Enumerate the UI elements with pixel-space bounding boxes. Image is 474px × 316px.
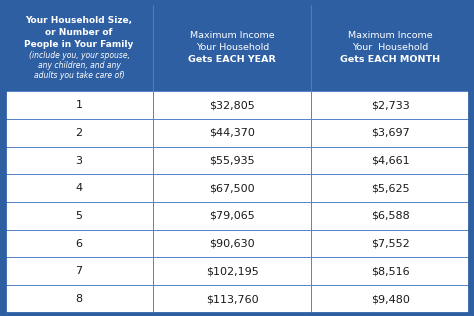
Text: $67,500: $67,500 <box>210 183 255 193</box>
Bar <box>154 174 311 202</box>
Bar <box>5 119 154 147</box>
Bar <box>311 147 469 174</box>
Text: 5: 5 <box>75 211 82 221</box>
Text: $3,697: $3,697 <box>371 128 410 138</box>
Text: or Number of: or Number of <box>46 28 113 37</box>
Bar <box>154 91 311 119</box>
Bar <box>5 230 154 258</box>
Bar <box>154 147 311 174</box>
Text: $6,588: $6,588 <box>371 211 410 221</box>
Text: 7: 7 <box>75 266 82 276</box>
Text: 6: 6 <box>75 239 82 249</box>
Text: 8: 8 <box>75 294 82 304</box>
Text: 2: 2 <box>75 128 82 138</box>
Text: 1: 1 <box>75 100 82 110</box>
Bar <box>311 285 469 313</box>
Text: $7,552: $7,552 <box>371 239 410 249</box>
Bar <box>5 174 154 202</box>
Bar <box>154 258 311 285</box>
Text: $32,805: $32,805 <box>210 100 255 110</box>
Text: Maximum Income: Maximum Income <box>190 31 274 40</box>
Text: $5,625: $5,625 <box>371 183 410 193</box>
Text: $90,630: $90,630 <box>210 239 255 249</box>
Bar <box>311 174 469 202</box>
Text: (include you, your spouse,: (include you, your spouse, <box>28 52 129 60</box>
Bar <box>5 285 154 313</box>
Text: $8,516: $8,516 <box>371 266 410 276</box>
Text: People in Your Family: People in Your Family <box>24 40 134 49</box>
Text: $55,935: $55,935 <box>210 155 255 166</box>
Bar <box>154 230 311 258</box>
Bar <box>5 202 154 230</box>
Text: 3: 3 <box>75 155 82 166</box>
Text: $44,370: $44,370 <box>210 128 255 138</box>
Text: Maximum Income: Maximum Income <box>348 31 433 40</box>
Bar <box>311 202 469 230</box>
Bar <box>5 258 154 285</box>
Text: $113,760: $113,760 <box>206 294 259 304</box>
Text: Gets EACH YEAR: Gets EACH YEAR <box>189 55 276 64</box>
Bar <box>154 202 311 230</box>
Bar <box>5 147 154 174</box>
Bar <box>311 258 469 285</box>
Bar <box>154 3 311 91</box>
Text: any children, and any: any children, and any <box>37 61 120 70</box>
Bar <box>311 119 469 147</box>
Text: Gets EACH MONTH: Gets EACH MONTH <box>340 55 440 64</box>
Bar <box>5 3 154 91</box>
Text: $79,065: $79,065 <box>210 211 255 221</box>
Bar <box>154 119 311 147</box>
Bar <box>311 230 469 258</box>
Bar <box>5 91 154 119</box>
Text: $102,195: $102,195 <box>206 266 259 276</box>
Bar <box>311 3 469 91</box>
Text: 4: 4 <box>75 183 82 193</box>
Bar <box>154 285 311 313</box>
Text: $2,733: $2,733 <box>371 100 410 110</box>
Text: $9,480: $9,480 <box>371 294 410 304</box>
Text: $4,661: $4,661 <box>371 155 410 166</box>
Text: Your Household Size,: Your Household Size, <box>26 16 133 25</box>
Text: Your  Household: Your Household <box>352 43 428 52</box>
Text: adults you take care of): adults you take care of) <box>34 71 125 80</box>
Bar <box>311 91 469 119</box>
Text: Your Household: Your Household <box>196 43 269 52</box>
